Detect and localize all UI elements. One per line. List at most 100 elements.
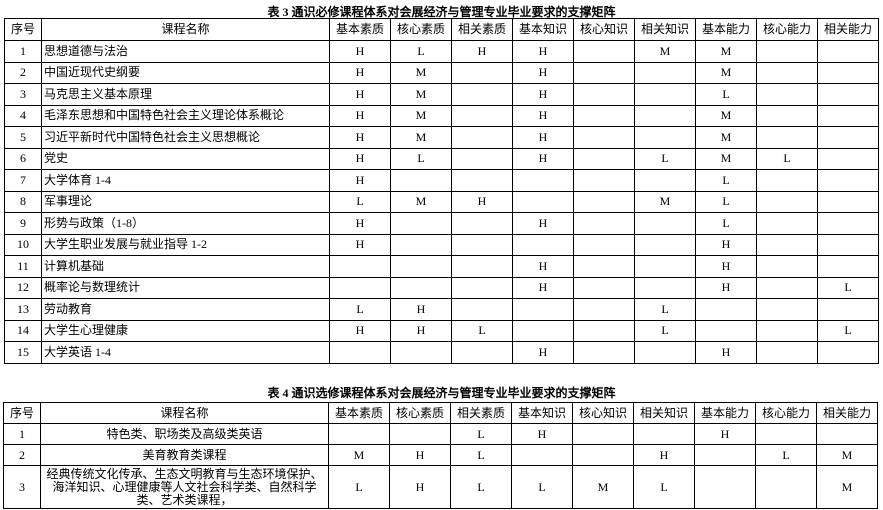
support-level: H (695, 276, 757, 299)
table-row: 6 党史 H L H L M L (4, 147, 879, 170)
support-level: M (695, 126, 757, 149)
course-name: 大学体育 1-4 (41, 169, 330, 192)
table-row: 2 美育教育类课程 M H L H L M (3, 444, 878, 466)
header-cell: 基本素质 (329, 18, 391, 41)
support-level (817, 147, 879, 170)
support-level: M (695, 104, 757, 127)
support-level: M (634, 190, 696, 213)
support-level (573, 341, 635, 364)
row-number: 1 (3, 423, 41, 445)
support-level: L (756, 147, 818, 170)
row-number: 14 (4, 319, 42, 342)
table-row: 8 军事理论 L M H M L (4, 190, 879, 213)
support-level (573, 190, 635, 213)
support-level (390, 341, 452, 364)
support-level: H (329, 104, 391, 127)
table-row: 14 大学生心理健康 H H L L L (4, 319, 879, 342)
support-level (756, 169, 818, 192)
support-level: H (512, 83, 574, 106)
support-level: M (695, 147, 757, 170)
support-level (390, 212, 452, 235)
support-level (451, 61, 513, 84)
support-level (512, 169, 574, 192)
support-level: M (390, 83, 452, 106)
course-name: 马克思主义基本原理 (41, 83, 330, 106)
support-level (817, 255, 879, 278)
support-level (451, 255, 513, 278)
course-name: 思想道德与法治 (41, 40, 330, 63)
support-level (816, 423, 878, 445)
course-name: 概率论与数理统计 (41, 276, 330, 299)
support-level: M (816, 465, 878, 509)
header-cell: 相关素质 (450, 402, 512, 424)
support-level (817, 169, 879, 192)
support-level: L (450, 423, 512, 445)
row-number: 10 (4, 233, 42, 256)
table-row: 2 中国近现代史纲要 H M H M (4, 61, 879, 84)
support-level: M (695, 61, 757, 84)
support-level: L (390, 40, 452, 63)
course-name: 大学英语 1-4 (41, 341, 330, 364)
course-name: 美育教育类课程 (40, 444, 329, 466)
table-row: 12 概率论与数理统计 H H L (4, 276, 879, 299)
support-level: H (633, 444, 695, 466)
support-level: M (390, 104, 452, 127)
header-cell: 课程名称 (41, 18, 330, 41)
support-level (756, 212, 818, 235)
support-level (756, 276, 818, 299)
support-level: L (329, 298, 391, 321)
support-level (634, 126, 696, 149)
support-level: L (755, 444, 817, 466)
header-cell: 基本知识 (511, 402, 573, 424)
support-level: H (511, 423, 573, 445)
support-level: H (695, 255, 757, 278)
support-level (573, 169, 635, 192)
support-level: L (634, 147, 696, 170)
support-level (451, 169, 513, 192)
support-level: M (572, 465, 634, 509)
header-cell: 相关能力 (817, 18, 879, 41)
table-row: 3 马克思主义基本原理 H M H L (4, 83, 879, 106)
support-level: H (389, 444, 451, 466)
support-level (451, 126, 513, 149)
row-number: 2 (4, 61, 42, 84)
support-level (634, 169, 696, 192)
support-level (451, 212, 513, 235)
support-level (390, 233, 452, 256)
support-level (817, 233, 879, 256)
table-row: 1 特色类、职场类及高级类英语 L H H (3, 423, 878, 445)
header-cell: 基本能力 (695, 18, 757, 41)
support-level (512, 319, 574, 342)
support-level (756, 233, 818, 256)
course-name: 中国近现代史纲要 (41, 61, 330, 84)
support-level: H (451, 40, 513, 63)
support-level (694, 465, 756, 509)
support-level (451, 276, 513, 299)
header-cell: 基本知识 (512, 18, 574, 41)
support-level: L (390, 147, 452, 170)
row-number: 8 (4, 190, 42, 213)
support-level: H (512, 126, 574, 149)
support-level: M (328, 444, 390, 466)
header-cell: 相关知识 (633, 402, 695, 424)
support-level (817, 190, 879, 213)
support-level (390, 169, 452, 192)
support-level: L (328, 465, 390, 509)
support-level (451, 104, 513, 127)
table-title: 表 3 通识必修课程体系对会展经济与管理专业毕业要求的支撑矩阵 (267, 5, 616, 19)
support-level (756, 298, 818, 321)
support-level: L (817, 319, 879, 342)
support-level: H (694, 423, 756, 445)
support-level: L (695, 83, 757, 106)
header-row: 序号 课程名称 基本素质 核心素质 相关素质 基本知识 核心知识 相关知识 基本能力 核心能力 相关… (3, 402, 878, 424)
header-cell: 基本能力 (694, 402, 756, 424)
course-name: 大学生职业发展与就业指导 1-2 (41, 233, 330, 256)
support-level: L (695, 212, 757, 235)
header-cell: 相关素质 (451, 18, 513, 41)
table-row: 10 大学生职业发展与就业指导 1-2 H H (4, 233, 879, 256)
header-cell: 序号 (4, 18, 42, 41)
row-number: 3 (4, 83, 42, 106)
support-level: H (512, 276, 574, 299)
support-level (573, 276, 635, 299)
